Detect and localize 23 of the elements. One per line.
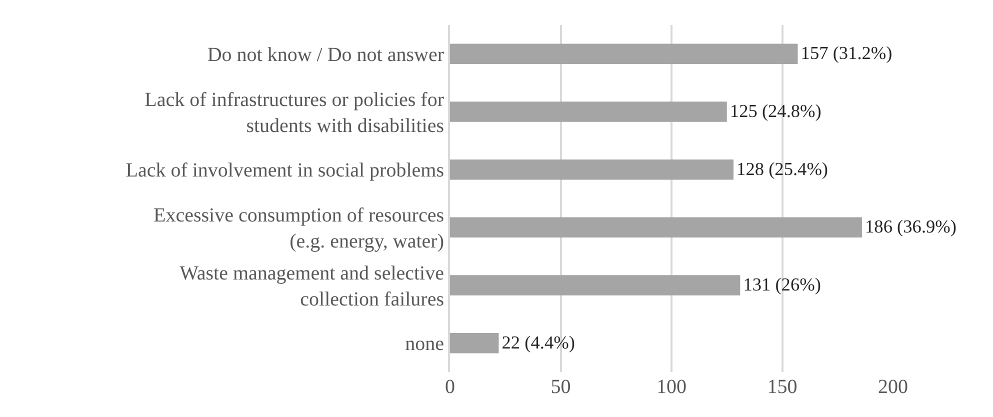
x-tick-label: 0 <box>445 376 455 398</box>
bar <box>450 44 798 64</box>
data-label: 125 (24.8%) <box>730 101 822 122</box>
data-label: 128 (25.4%) <box>736 158 828 179</box>
bar <box>450 217 862 238</box>
x-tick-label: 50 <box>550 376 571 398</box>
bar <box>450 102 727 122</box>
y-tick-label: Do not know / Do not answer <box>207 44 444 66</box>
data-label: 22 (4.4%) <box>502 332 575 352</box>
bar <box>450 332 499 354</box>
y-tick-label: Lack of infrastructures or policies for students with disabilities <box>144 88 444 137</box>
y-tick-label: Lack of involvement in social problems <box>126 160 444 182</box>
x-tick-label: 200 <box>878 376 908 398</box>
x-tick-label: 100 <box>656 376 686 398</box>
data-label: 131 (26%) <box>743 274 821 295</box>
bar <box>450 275 740 296</box>
y-tick-label: Excessive consumption of resources (e.g. energy, water) <box>154 204 444 252</box>
bar <box>450 159 734 180</box>
y-tick-label: Waste management and selective collection failures <box>180 262 444 310</box>
data-label: 186 (36.9%) <box>865 216 956 237</box>
data-label: 157 (31.2%) <box>800 43 892 64</box>
y-tick-label: none <box>405 333 444 356</box>
x-tick-label: 150 <box>767 376 798 398</box>
